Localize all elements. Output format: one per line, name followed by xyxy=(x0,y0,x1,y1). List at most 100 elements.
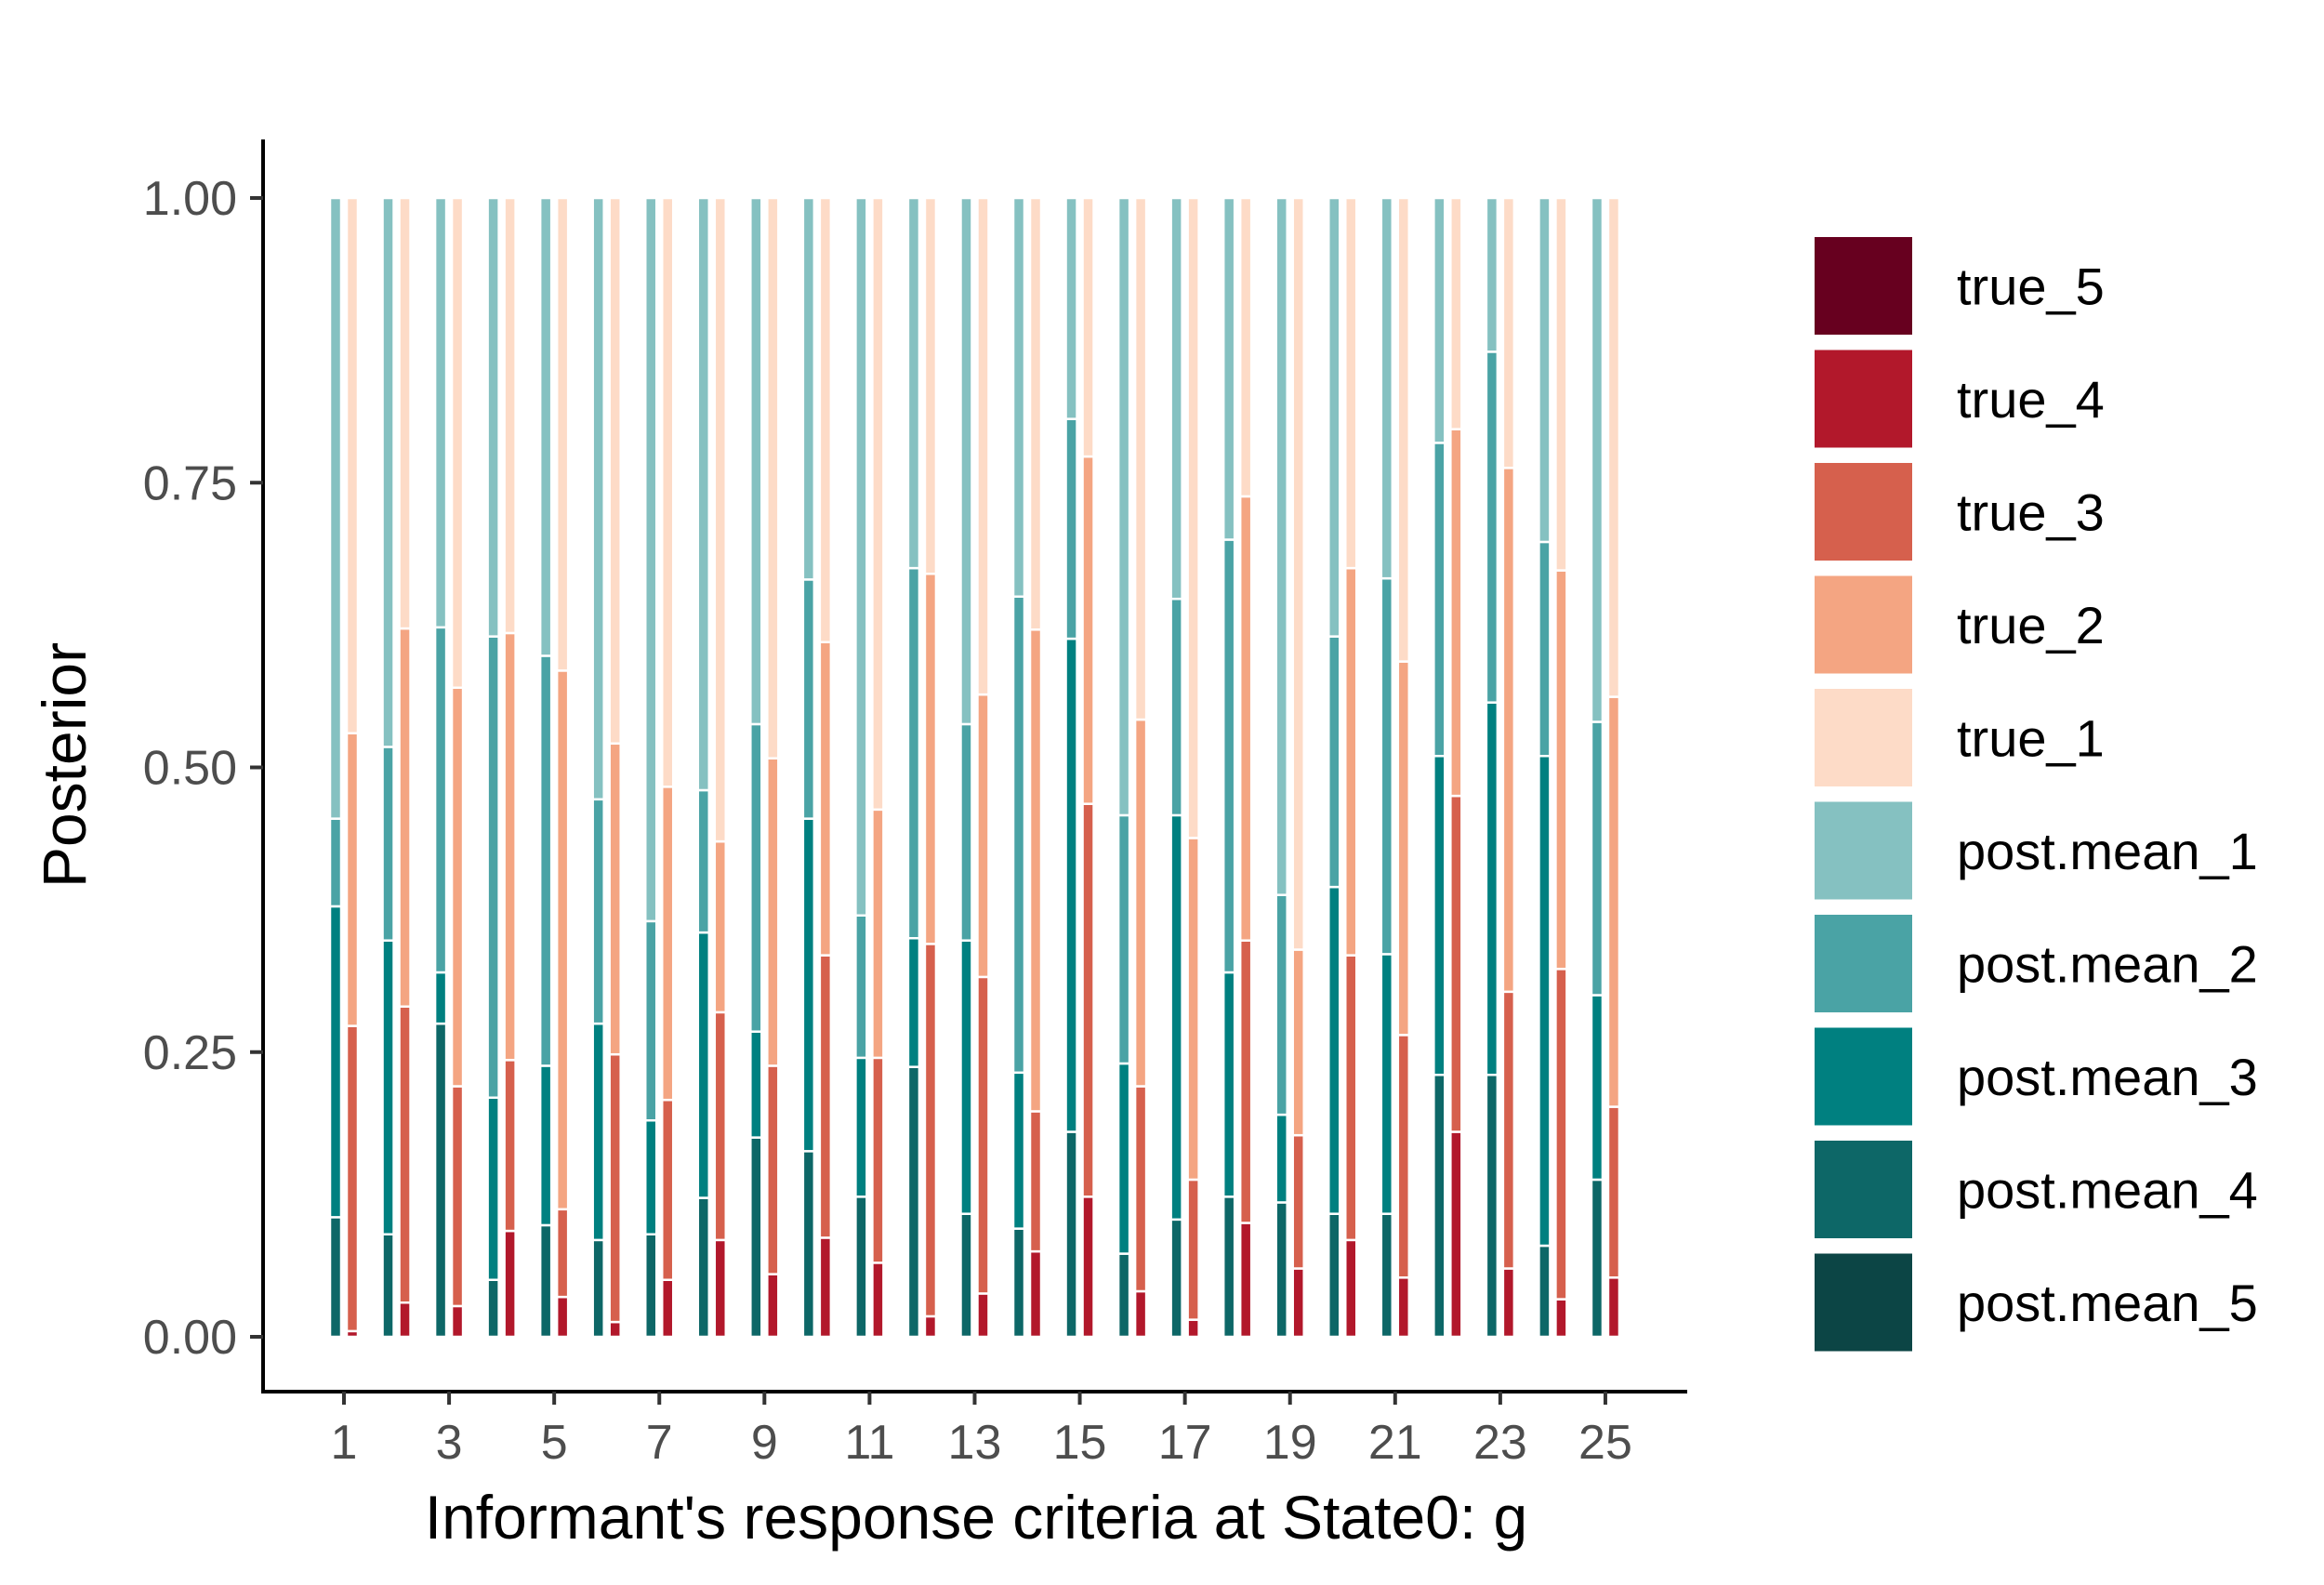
bar-2-post-segment-post.mean_4 xyxy=(381,1233,395,1339)
bar-17-true-segment-true_4 xyxy=(1186,1318,1200,1339)
bar-6-post-segment-post.mean_3 xyxy=(591,1022,605,1242)
bar-18-post-segment-post.mean_2 xyxy=(1221,538,1236,974)
bar-15-post-segment-post.mean_4 xyxy=(1064,1130,1078,1339)
legend-key-post.mean_4 xyxy=(1815,1141,1912,1238)
legend-label-post.mean_2: post.mean_2 xyxy=(1957,935,2258,994)
bar-3-post-segment-post.mean_1 xyxy=(433,196,448,629)
bar-2-post-segment-post.mean_2 xyxy=(381,746,395,942)
bar-25-true-segment-true_3 xyxy=(1606,1105,1621,1279)
bar-17-post-segment-post.mean_3 xyxy=(1169,813,1183,1222)
bar-13-post-segment-post.mean_2 xyxy=(959,722,973,942)
bar-9-post-segment-post.mean_3 xyxy=(749,1030,763,1139)
bar-11-true-segment-true_1 xyxy=(871,196,885,812)
bar-22-true-segment-true_1 xyxy=(1449,196,1463,430)
bar-17-true-segment-true_3 xyxy=(1186,1178,1200,1321)
bar-12-true-segment-true_3 xyxy=(923,943,938,1318)
bar-19-post-segment-post.mean_2 xyxy=(1274,893,1288,1116)
bar-6-post-segment-post.mean_4 xyxy=(591,1238,605,1339)
bar-3-post-segment-post.mean_2 xyxy=(433,626,448,974)
bar-7-true-segment-true_4 xyxy=(660,1278,675,1339)
bar-10-true-segment-true_4 xyxy=(818,1236,833,1339)
bar-9-post-segment-post.mean_2 xyxy=(749,722,763,1033)
bar-23-true-segment-true_1 xyxy=(1501,196,1516,469)
legend-key-post.mean_1 xyxy=(1815,801,1912,900)
bar-12-true-segment-true_2 xyxy=(923,573,938,945)
bar-24-post-segment-post.mean_3 xyxy=(1538,755,1552,1248)
bar-12-post-segment-post.mean_2 xyxy=(906,566,921,940)
bar-4-true-segment-true_3 xyxy=(503,1059,517,1233)
bar-5-post-segment-post.mean_3 xyxy=(538,1064,553,1227)
bar-13-true-segment-true_1 xyxy=(976,196,990,696)
bar-19-true-segment-true_1 xyxy=(1291,196,1305,951)
bar-10-true-segment-true_3 xyxy=(818,954,833,1239)
bar-3-true-segment-true_3 xyxy=(450,1085,465,1308)
bar-8-post-segment-post.mean_4 xyxy=(696,1196,711,1339)
legend-label-true_4: true_4 xyxy=(1957,370,2105,429)
legend-key-post.mean_3 xyxy=(1815,1027,1912,1126)
bar-6-post-segment-post.mean_1 xyxy=(591,196,605,801)
legend-label-post.mean_1: post.mean_1 xyxy=(1957,822,2258,880)
legend-key-true_4 xyxy=(1815,350,1912,448)
bar-16-post-segment-post.mean_3 xyxy=(1116,1062,1131,1255)
bar-1-true-segment-true_2 xyxy=(345,732,360,1027)
bar-7-true-segment-true_2 xyxy=(660,786,675,1102)
bar-19-true-segment-true_3 xyxy=(1291,1133,1305,1270)
bar-13-post-segment-post.mean_3 xyxy=(959,939,973,1215)
bar-10-true-segment-true_1 xyxy=(818,196,833,643)
bar-25-post-segment-post.mean_1 xyxy=(1590,196,1604,723)
bar-2-post-segment-post.mean_1 xyxy=(381,196,395,748)
bar-21-post-segment-post.mean_3 xyxy=(1380,953,1394,1215)
bar-14-true-segment-true_1 xyxy=(1028,196,1043,631)
bar-5-post-segment-post.mean_2 xyxy=(538,654,553,1067)
bar-16-true-segment-true_3 xyxy=(1133,1085,1148,1293)
bar-22-true-segment-true_3 xyxy=(1449,794,1463,1133)
bar-7-true-segment-true_1 xyxy=(660,196,675,788)
bar-21-post-segment-post.mean_2 xyxy=(1380,576,1394,956)
legend-label-true_3: true_3 xyxy=(1957,483,2105,542)
bar-18-true-segment-true_2 xyxy=(1238,495,1253,942)
bar-14-post-segment-post.mean_2 xyxy=(1011,595,1026,1075)
bar-12-post-segment-post.mean_4 xyxy=(906,1065,921,1339)
bar-2-true-segment-true_4 xyxy=(398,1301,412,1339)
bar-5-post-segment-post.mean_4 xyxy=(538,1223,553,1339)
bar-14-true-segment-true_2 xyxy=(1028,628,1043,1113)
bar-25-true-segment-true_2 xyxy=(1606,695,1621,1108)
bar-4-true-segment-true_2 xyxy=(503,631,517,1062)
bar-18-true-segment-true_3 xyxy=(1238,939,1253,1224)
bar-19-post-segment-post.mean_3 xyxy=(1274,1113,1288,1204)
bar-5-true-segment-true_2 xyxy=(555,669,570,1211)
x-tick-label: 25 xyxy=(1578,1416,1632,1470)
legend-key-post.mean_5 xyxy=(1815,1253,1912,1352)
x-tick-label: 23 xyxy=(1473,1416,1527,1470)
bar-10-post-segment-post.mean_1 xyxy=(801,196,816,581)
bar-24-post-segment-post.mean_4 xyxy=(1538,1244,1552,1339)
x-tick-label: 1 xyxy=(331,1416,358,1470)
bar-11-post-segment-post.mean_2 xyxy=(854,914,868,1060)
bar-19-post-segment-post.mean_1 xyxy=(1274,196,1288,896)
bar-6-true-segment-true_4 xyxy=(608,1320,622,1339)
bar-15-true-segment-true_1 xyxy=(1081,196,1095,458)
bar-7-post-segment-post.mean_2 xyxy=(643,919,658,1122)
y-tick-label: 1.00 xyxy=(143,172,237,226)
y-tick-label: 0.25 xyxy=(143,1026,237,1080)
legend-label-true_1: true_1 xyxy=(1957,709,2105,768)
bar-22-true-segment-true_2 xyxy=(1449,428,1463,798)
bar-23-post-segment-post.mean_4 xyxy=(1485,1074,1499,1339)
bar-21-true-segment-true_4 xyxy=(1396,1276,1411,1339)
y-axis-ticks: 0.00 0.25 0.50 0.75 1.00 xyxy=(143,172,263,1365)
bar-4-post-segment-post.mean_3 xyxy=(486,1096,500,1281)
bar-9-post-segment-post.mean_4 xyxy=(749,1136,763,1339)
bar-24-true-segment-true_1 xyxy=(1554,196,1568,572)
bar-22-post-segment-post.mean_1 xyxy=(1433,196,1446,444)
legend-label-post.mean_3: post.mean_3 xyxy=(1957,1048,2258,1106)
bar-6-true-segment-true_3 xyxy=(608,1052,622,1324)
bar-4-post-segment-post.mean_1 xyxy=(486,196,500,638)
bar-2-true-segment-true_3 xyxy=(398,1005,412,1304)
bar-25-true-segment-true_1 xyxy=(1606,196,1621,698)
bar-20-post-segment-post.mean_4 xyxy=(1327,1212,1341,1339)
bars-layer xyxy=(328,196,1621,1339)
bar-14-true-segment-true_3 xyxy=(1028,1110,1043,1253)
bar-12-true-segment-true_1 xyxy=(923,196,938,575)
